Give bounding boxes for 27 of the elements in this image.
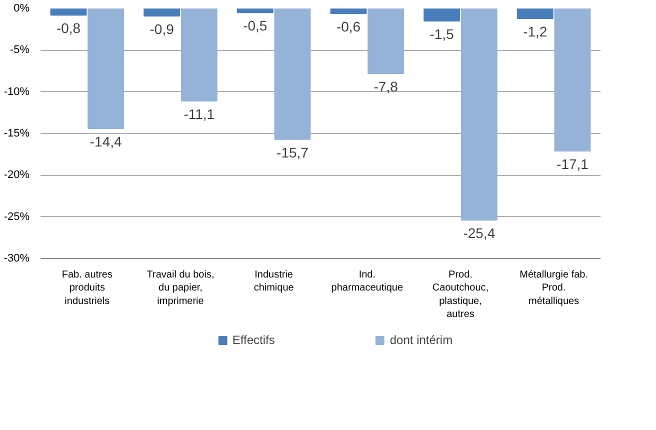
x-tick-label: Ind. pharmaceutique [331, 270, 404, 294]
data-label: -7,8 [374, 78, 398, 94]
y-tick-label: -20% [4, 169, 30, 182]
data-label: -0,9 [150, 21, 174, 37]
data-label: -0,6 [336, 18, 361, 34]
x-tick-label: Prod. Caoutchouc, plastique, autres [432, 270, 489, 320]
legend-label: Effectifs [232, 333, 275, 347]
data-label: -1,5 [430, 26, 454, 42]
y-tick-label: -15% [4, 128, 30, 140]
x-tick-label: Industrie chimique [254, 270, 294, 294]
data-label: -11,1 [184, 106, 215, 122]
legend-label: dont intérim [390, 333, 453, 347]
data-label: -15,7 [276, 144, 309, 160]
y-tick-label: -25% [4, 210, 30, 223]
y-tick-label: -30% [4, 252, 30, 264]
data-label: -25,4 [463, 225, 496, 242]
x-tick-label: Fab. autres produits industriels [62, 270, 112, 307]
data-label: -0,5 [243, 18, 268, 34]
data-label: -14,4 [90, 134, 122, 150]
x-tick-label: Métallurgie fab. Prod. métalliques [520, 270, 588, 307]
data-label: -1,2 [523, 24, 548, 40]
data-label: -0,8 [56, 20, 81, 36]
data-label: -17,1 [556, 156, 589, 172]
x-tick-label: Travail du bois, du papier, imprimerie [146, 270, 214, 307]
y-tick-label: -5% [10, 44, 30, 56]
y-tick-label: -10% [4, 86, 30, 98]
y-tick-label: 0% [14, 2, 30, 14]
